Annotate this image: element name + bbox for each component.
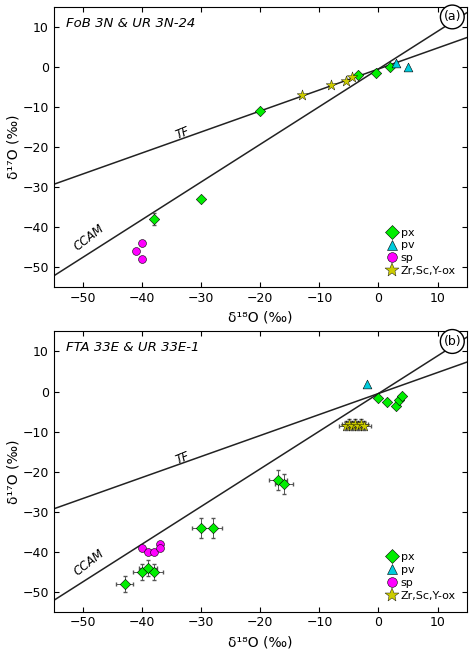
Legend: px, pv, sp, Zr,Sc,Y-ox: px, pv, sp, Zr,Sc,Y-ox	[384, 222, 462, 281]
Point	[372, 68, 379, 78]
Point	[138, 238, 146, 249]
Point	[386, 62, 394, 72]
Point	[354, 420, 362, 431]
Text: CCAM: CCAM	[71, 546, 107, 578]
Point	[328, 80, 335, 91]
Point	[357, 419, 365, 429]
Point	[351, 419, 359, 429]
Point	[145, 546, 152, 557]
Point	[392, 400, 400, 411]
Point	[392, 58, 400, 68]
Point	[398, 390, 406, 401]
Point	[121, 579, 128, 589]
Point	[348, 72, 356, 82]
Point	[256, 106, 264, 116]
Text: FTA 33E & UR 33E-1: FTA 33E & UR 33E-1	[65, 342, 199, 354]
Legend: px, pv, sp, Zr,Sc,Y-ox: px, pv, sp, Zr,Sc,Y-ox	[384, 546, 462, 606]
Point	[404, 62, 412, 72]
Text: (a): (a)	[444, 10, 461, 24]
Point	[342, 75, 350, 86]
Point	[156, 539, 164, 549]
Text: CCAM: CCAM	[71, 222, 107, 253]
Point	[133, 246, 140, 256]
Point	[345, 419, 353, 429]
Y-axis label: δ¹⁷O (‰): δ¹⁷O (‰)	[7, 440, 21, 504]
Point	[274, 474, 282, 485]
Point	[354, 70, 362, 80]
Point	[360, 420, 367, 431]
Point	[363, 379, 371, 389]
Point	[138, 254, 146, 264]
Point	[348, 420, 356, 431]
Point	[150, 214, 158, 224]
X-axis label: δ¹⁸O (‰): δ¹⁸O (‰)	[228, 635, 292, 649]
Point	[342, 420, 350, 431]
Point	[156, 543, 164, 553]
Y-axis label: δ¹⁷O (‰): δ¹⁷O (‰)	[7, 115, 21, 179]
Point	[383, 396, 391, 407]
Point	[150, 546, 158, 557]
X-axis label: δ¹⁸O (‰): δ¹⁸O (‰)	[228, 310, 292, 325]
Point	[150, 566, 158, 577]
Point	[138, 566, 146, 577]
Point	[138, 543, 146, 553]
Point	[210, 522, 217, 533]
Point	[280, 478, 288, 489]
Point	[198, 522, 205, 533]
Text: TF: TF	[174, 125, 191, 142]
Point	[198, 194, 205, 204]
Text: (b): (b)	[444, 335, 461, 348]
Text: TF: TF	[174, 449, 191, 466]
Text: FoB 3N & UR 3N-24: FoB 3N & UR 3N-24	[65, 17, 195, 30]
Point	[374, 392, 382, 403]
Point	[145, 562, 152, 573]
Point	[395, 394, 403, 405]
Point	[298, 90, 306, 100]
